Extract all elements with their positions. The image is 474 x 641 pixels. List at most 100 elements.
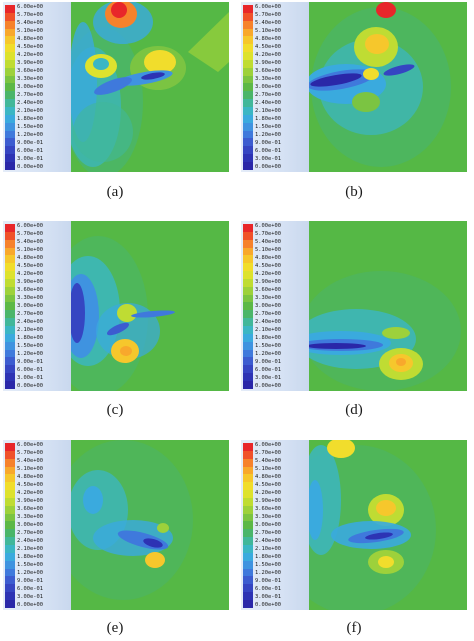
legend-swatch (5, 91, 15, 100)
legend-swatch (243, 450, 253, 459)
legend-ticks: 6.00e+00 5.70e+00 5.40e+00 5.10e+00 4.80e+00… (17, 440, 69, 610)
legend-ticks: 6.00e+00 5.70e+00 5.40e+00 5.10e+00 4.80e+00… (17, 2, 69, 172)
legend-tick-label: 3.90e+00 (17, 60, 43, 66)
legend-tick-label: 3.00e+00 (255, 522, 281, 528)
legend-tick-label: 1.80e+00 (255, 554, 281, 560)
panel-caption-e: (e) (106, 620, 124, 636)
legend-color-bar (243, 5, 253, 170)
legend-tick-label: 9.00e-01 (255, 359, 281, 365)
legend-swatch (243, 584, 253, 593)
legend-tick-label: 4.20e+00 (255, 490, 281, 496)
legend-swatch (5, 529, 15, 538)
legend-tick-label: 4.80e+00 (255, 36, 281, 42)
legend-swatch (5, 161, 15, 170)
legend-swatch (243, 576, 253, 585)
legend-swatch (243, 271, 253, 279)
legend-tick-label: 3.00e-01 (17, 375, 43, 381)
legend-tick-label: 6.00e-01 (17, 367, 43, 373)
legend-swatch (5, 490, 15, 498)
legend-tick-label: 5.10e+00 (255, 466, 281, 472)
legend-tick-label: 1.50e+00 (17, 562, 43, 568)
legend-tick-label: 4.20e+00 (17, 52, 43, 58)
legend-tick-label: 6.00e+00 (17, 223, 43, 229)
legend-swatch (5, 458, 15, 467)
legend-swatch (5, 505, 15, 514)
legend-swatch (5, 247, 15, 256)
legend-swatch (5, 122, 15, 131)
legend-swatch (5, 537, 15, 545)
legend-swatch (243, 20, 253, 29)
legend-tick-label: 2.70e+00 (255, 530, 281, 536)
legend-tick-label: 2.40e+00 (17, 538, 43, 544)
legend-tick-label: 1.80e+00 (17, 116, 43, 122)
legend-swatch (5, 497, 15, 506)
legend-swatch (243, 294, 253, 303)
legend-color-bar (243, 224, 253, 389)
legend-tick-label: 2.10e+00 (255, 546, 281, 552)
legend-tick-label: 2.70e+00 (255, 92, 281, 98)
panel-caption-f: (f) (346, 620, 362, 636)
legend-tick-label: 0.00e+00 (17, 383, 43, 389)
legend-tick-label: 9.00e-01 (17, 578, 43, 584)
legend-swatch (243, 67, 253, 76)
legend-swatch (243, 357, 253, 366)
legend-swatch (5, 52, 15, 60)
legend-tick-label: 6.00e+00 (255, 442, 281, 448)
legend-tick-label: 3.00e+00 (255, 303, 281, 309)
legend-swatch (5, 443, 15, 451)
legend-tick-label: 5.40e+00 (17, 239, 43, 245)
legend-tick-label: 5.70e+00 (255, 12, 281, 18)
legend-tick-label: 3.00e+00 (255, 84, 281, 90)
legend-tick-label: 0.00e+00 (17, 164, 43, 170)
legend-tick-label: 3.30e+00 (255, 295, 281, 301)
legend-tick-label: 1.50e+00 (255, 562, 281, 568)
legend-tick-label: 3.00e-01 (255, 375, 281, 381)
legend-swatch (5, 130, 15, 139)
legend-tick-label: 5.10e+00 (255, 28, 281, 34)
legend-tick-label: 4.50e+00 (17, 44, 43, 50)
legend-swatch (243, 318, 253, 326)
legend-tick-label: 5.40e+00 (255, 239, 281, 245)
legend-swatch (5, 231, 15, 240)
contour-panel-b: 6.00e+00 5.70e+00 5.40e+00 5.10e+00 4.80e+00… (241, 2, 467, 172)
legend-swatch (5, 333, 15, 342)
legend-swatch (243, 341, 253, 350)
legend-swatch (5, 20, 15, 29)
legend-swatch (243, 286, 253, 295)
legend-color-bar (5, 224, 15, 389)
legend-swatch (5, 310, 15, 319)
legend-swatch (243, 349, 253, 358)
legend-tick-label: 4.50e+00 (255, 263, 281, 269)
legend-swatch (5, 271, 15, 279)
color-legend-b: 6.00e+00 5.70e+00 5.40e+00 5.10e+00 4.80e+00… (241, 2, 309, 172)
legend-ticks: 6.00e+00 5.70e+00 5.40e+00 5.10e+00 4.80e+00… (255, 2, 307, 172)
legend-tick-label: 6.00e+00 (255, 4, 281, 10)
contour-panel-a: 6.00e+00 5.70e+00 5.40e+00 5.10e+00 4.80e+00… (3, 2, 229, 172)
legend-tick-label: 6.00e-01 (255, 148, 281, 154)
legend-tick-label: 4.80e+00 (17, 474, 43, 480)
legend-swatch (243, 365, 253, 374)
legend-swatch (5, 341, 15, 350)
legend-swatch (243, 59, 253, 68)
legend-swatch (5, 239, 15, 248)
legend-tick-label: 3.60e+00 (255, 287, 281, 293)
legend-swatch (243, 12, 253, 21)
legend-swatch (5, 83, 15, 92)
legend-tick-label: 2.70e+00 (17, 311, 43, 317)
legend-swatch (243, 560, 253, 569)
panel-caption-a: (a) (106, 184, 124, 200)
legend-tick-label: 4.20e+00 (255, 52, 281, 58)
legend-swatch (5, 28, 15, 37)
legend-tick-label: 5.40e+00 (255, 20, 281, 26)
legend-tick-label: 4.80e+00 (17, 255, 43, 261)
legend-color-bar (5, 443, 15, 608)
legend-swatch (243, 239, 253, 248)
legend-tick-label: 2.40e+00 (255, 319, 281, 325)
legend-swatch (5, 576, 15, 585)
legend-tick-label: 3.60e+00 (17, 287, 43, 293)
legend-tick-label: 6.00e-01 (255, 367, 281, 373)
contour-panel-d: 6.00e+00 5.70e+00 5.40e+00 5.10e+00 4.80e+00… (241, 221, 467, 391)
legend-swatch (243, 505, 253, 514)
legend-tick-label: 2.40e+00 (17, 100, 43, 106)
contour-field-a (3, 2, 229, 172)
